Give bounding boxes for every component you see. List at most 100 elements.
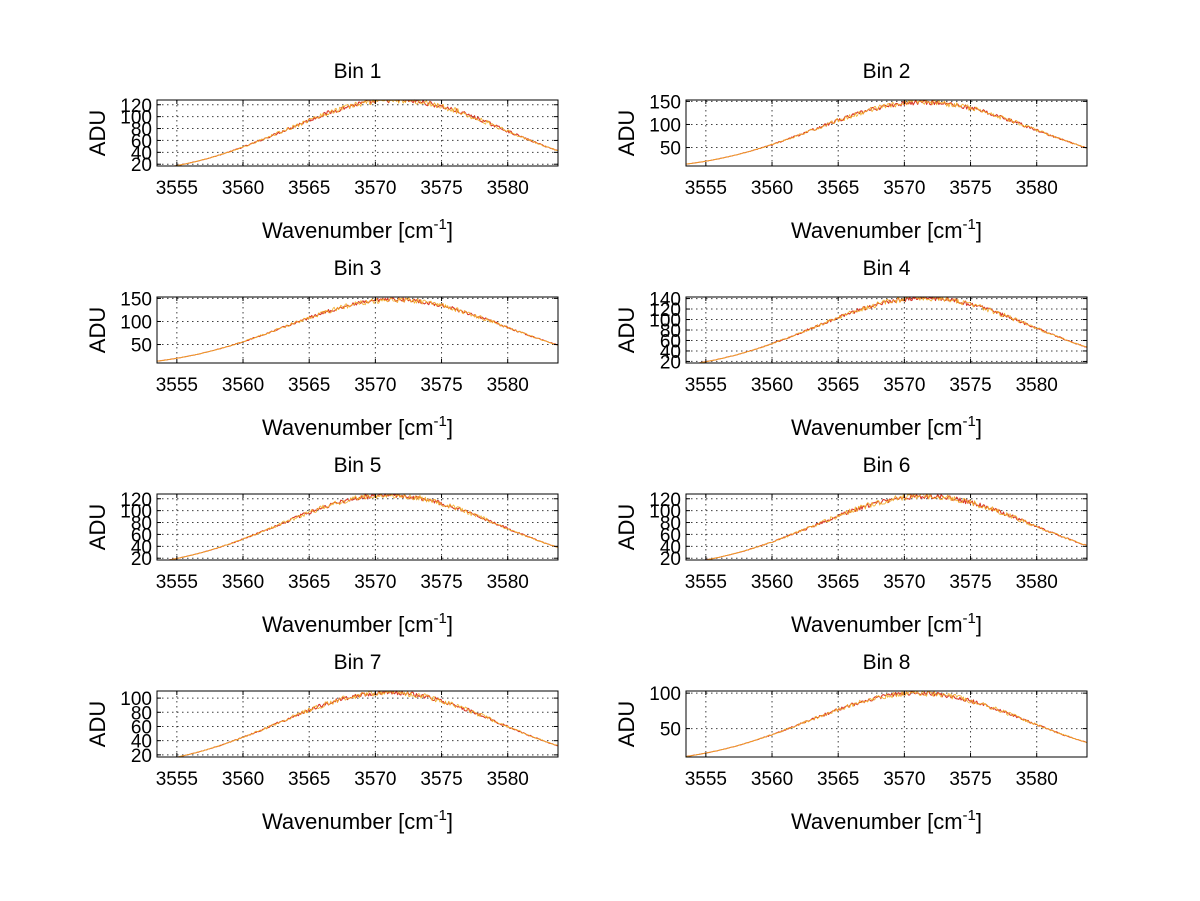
x-axis-label-superscript: -1 [434, 807, 447, 824]
panel-title: Bin 6 [863, 454, 911, 477]
x-tick-label: 3580 [487, 769, 529, 790]
panel-title: Bin 7 [334, 651, 382, 674]
x-tick-label: 3570 [354, 572, 396, 593]
spectrum-line [156, 297, 559, 362]
x-tick-label: 3575 [420, 769, 462, 790]
x-axis-label-bracket: ] [447, 809, 453, 834]
x-tick-label: 3580 [1016, 178, 1058, 199]
x-tick-label: 3560 [751, 178, 793, 199]
x-tick-label: 3565 [288, 375, 330, 396]
x-axis-label-text: Wavenumber [cm [262, 612, 434, 637]
x-tick-label: 3575 [949, 375, 991, 396]
x-axis-label-text: Wavenumber [cm [262, 415, 434, 440]
x-axis-label-superscript: -1 [963, 610, 976, 627]
x-axis-label-text: Wavenumber [cm [791, 612, 963, 637]
x-tick-label: 3570 [354, 375, 396, 396]
x-tick-label: 3575 [420, 178, 462, 199]
y-tick-label: 120 [120, 490, 152, 511]
x-tick-label: 3565 [288, 178, 330, 199]
y-tick-label: 120 [649, 490, 681, 511]
x-axis-label-bracket: ] [447, 612, 453, 637]
x-tick-label: 3580 [487, 375, 529, 396]
x-tick-label: 3565 [817, 769, 859, 790]
x-axis-label-bracket: ] [976, 809, 982, 834]
y-axis-label: ADU [614, 307, 639, 353]
y-tick-label: 120 [649, 300, 681, 321]
x-tick-label: 3570 [354, 178, 396, 199]
x-tick-label: 3580 [1016, 769, 1058, 790]
y-tick-label: 100 [120, 312, 152, 333]
x-axis-label: Wavenumber [cm-1] [791, 413, 982, 440]
x-tick-label: 3560 [751, 769, 793, 790]
x-tick-label: 3560 [222, 375, 264, 396]
axes-box [156, 99, 559, 167]
x-axis-label-bracket: ] [976, 612, 982, 637]
y-tick-label: 150 [120, 289, 152, 310]
axes-box [156, 690, 559, 758]
y-tick-label: 60 [660, 525, 681, 546]
x-tick-label: 3560 [751, 375, 793, 396]
x-tick-label: 3580 [487, 178, 529, 199]
y-tick-label: 40 [131, 143, 152, 164]
x-tick-label: 3580 [1016, 572, 1058, 593]
x-axis-label-superscript: -1 [434, 216, 447, 233]
x-tick-label: 3570 [883, 572, 925, 593]
y-tick-label: 60 [131, 525, 152, 546]
y-tick-label: 20 [131, 155, 152, 176]
x-axis-label-bracket: ] [976, 218, 982, 243]
y-tick-label: 100 [120, 502, 152, 523]
x-tick-label: 3555 [156, 572, 198, 593]
panel-title: Bin 3 [334, 257, 382, 280]
x-tick-label: 3565 [817, 572, 859, 593]
x-axis-label-bracket: ] [976, 415, 982, 440]
x-tick-label: 3555 [156, 375, 198, 396]
y-axis-label: ADU [85, 110, 110, 156]
y-tick-label: 60 [131, 131, 152, 152]
x-tick-label: 3575 [949, 178, 991, 199]
x-axis-label-superscript: -1 [963, 216, 976, 233]
panel-title: Bin 1 [334, 60, 382, 83]
x-axis-label: Wavenumber [cm-1] [262, 413, 453, 440]
x-tick-label: 3555 [685, 178, 727, 199]
y-tick-label: 40 [131, 732, 152, 753]
x-tick-label: 3565 [817, 178, 859, 199]
x-axis-label-bracket: ] [447, 218, 453, 243]
x-tick-label: 3560 [222, 769, 264, 790]
x-tick-label: 3570 [883, 178, 925, 199]
y-tick-label: 140 [649, 290, 681, 311]
y-tick-label: 100 [649, 684, 681, 705]
axes-box [685, 493, 1088, 561]
x-tick-label: 3560 [222, 572, 264, 593]
y-tick-label: 80 [131, 120, 152, 141]
y-tick-label: 80 [660, 321, 681, 342]
y-axis-label: ADU [85, 504, 110, 550]
x-axis-label-text: Wavenumber [cm [791, 218, 963, 243]
x-tick-label: 3570 [883, 769, 925, 790]
y-axis-label: ADU [614, 701, 639, 747]
spectrum-line [157, 99, 559, 167]
axes-box [156, 296, 559, 364]
axes-box [685, 99, 1088, 167]
x-axis-label-superscript: -1 [434, 610, 447, 627]
x-axis-label: Wavenumber [cm-1] [262, 807, 453, 834]
panel-title: Bin 2 [863, 60, 911, 83]
x-axis-label-superscript: -1 [434, 413, 447, 430]
spectrum-line [685, 690, 1088, 757]
y-tick-label: 80 [131, 514, 152, 535]
panel-title: Bin 4 [863, 257, 911, 280]
subplot-8: 3555 3560 3565 3570 3575 3580 50 100 Bin 8 Wavenu… [614, 651, 1088, 834]
x-axis-label-text: Wavenumber [cm [791, 809, 963, 834]
x-axis-label-superscript: -1 [963, 413, 976, 430]
y-tick-label: 40 [131, 537, 152, 558]
x-axis-label: Wavenumber [cm-1] [791, 216, 982, 243]
x-axis-label-bracket: ] [447, 415, 453, 440]
axes-box [685, 690, 1088, 758]
x-tick-label: 3575 [949, 572, 991, 593]
x-tick-label: 3555 [685, 572, 727, 593]
x-axis-label-superscript: -1 [963, 807, 976, 824]
spectrum-line [686, 296, 1088, 364]
